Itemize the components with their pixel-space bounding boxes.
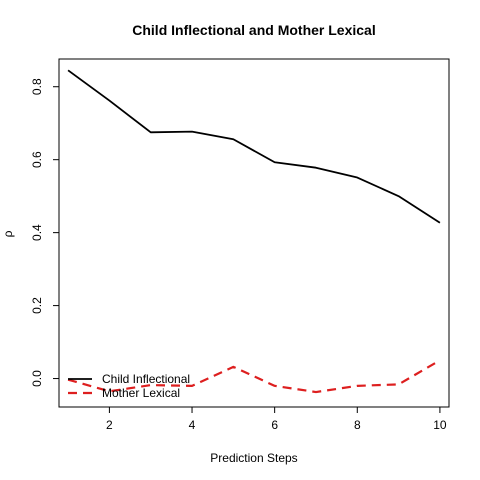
series-line-mother-lexical: [67, 359, 441, 394]
y-tick-label: 0.8: [30, 78, 44, 95]
x-tick-label: 8: [354, 418, 361, 432]
y-tick-label: 0.6: [30, 151, 44, 168]
x-tick-label: 10: [433, 418, 447, 432]
y-axis: 0.0 0.2 0.4 0.6 0.8: [30, 78, 59, 387]
legend-label: Child Inflectional: [102, 372, 190, 386]
y-axis-label: ρ: [1, 230, 15, 237]
x-axis-label: Prediction Steps: [210, 451, 297, 465]
y-tick-label: 0.2: [30, 297, 44, 314]
x-tick-label: 2: [106, 418, 113, 432]
x-tick-label: 6: [271, 418, 278, 432]
plot-frame: [58, 58, 450, 408]
y-tick-label: 0.0: [30, 370, 44, 387]
legend-label: Mother Lexical: [102, 386, 180, 400]
x-axis: 2 4 6 8 10: [106, 407, 447, 432]
chart-title: Child Inflectional and Mother Lexical: [132, 22, 375, 38]
series-line-child-inflectional: [67, 69, 441, 224]
series-layer: [67, 69, 441, 394]
y-tick-label: 0.4: [30, 224, 44, 241]
x-tick-label: 4: [189, 418, 196, 432]
